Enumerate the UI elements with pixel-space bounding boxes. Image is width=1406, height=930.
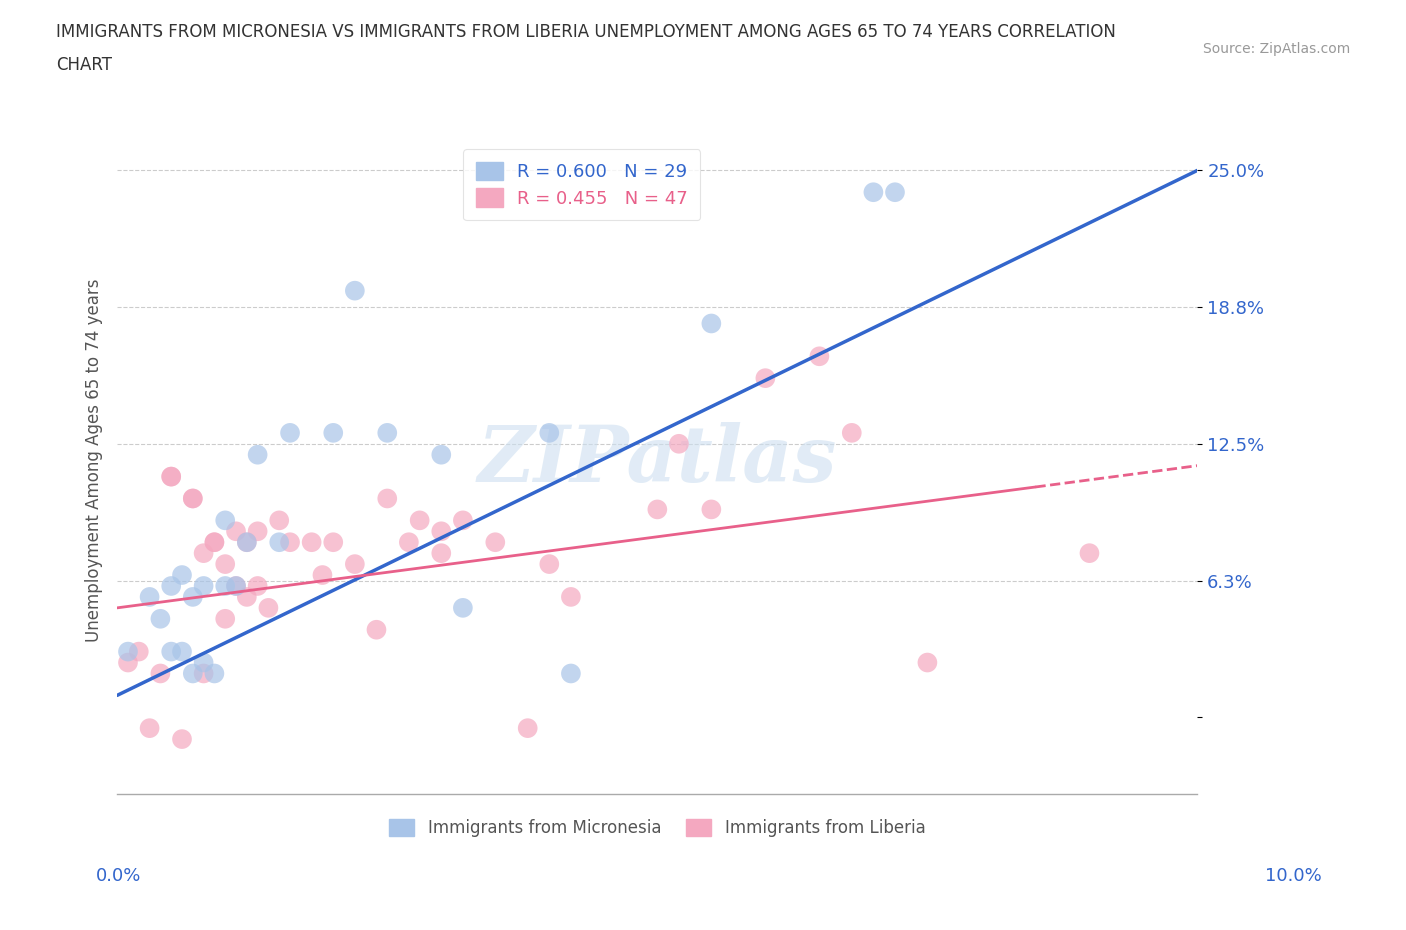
Text: CHART: CHART — [56, 56, 112, 73]
Point — [225, 524, 247, 538]
Point — [193, 666, 215, 681]
Point — [700, 316, 723, 331]
Point — [193, 578, 215, 593]
Point — [451, 513, 474, 528]
Point — [117, 655, 139, 670]
Legend: Immigrants from Micronesia, Immigrants from Liberia: Immigrants from Micronesia, Immigrants f… — [381, 811, 934, 845]
Text: IMMIGRANTS FROM MICRONESIA VS IMMIGRANTS FROM LIBERIA UNEMPLOYMENT AMONG AGES 65: IMMIGRANTS FROM MICRONESIA VS IMMIGRANTS… — [56, 23, 1116, 41]
Point — [236, 535, 259, 550]
Point — [451, 601, 474, 616]
Point — [170, 567, 193, 582]
Point — [225, 578, 247, 593]
Point — [343, 284, 366, 299]
Point — [170, 732, 193, 747]
Point — [375, 425, 398, 440]
Point — [917, 655, 939, 670]
Point — [170, 644, 193, 659]
Text: Source: ZipAtlas.com: Source: ZipAtlas.com — [1202, 42, 1350, 56]
Point — [366, 622, 388, 637]
Point — [181, 666, 204, 681]
Point — [269, 535, 291, 550]
Y-axis label: Unemployment Among Ages 65 to 74 years: Unemployment Among Ages 65 to 74 years — [86, 278, 103, 642]
Point — [204, 535, 226, 550]
Point — [149, 611, 172, 626]
Point — [236, 590, 259, 604]
Point — [149, 666, 172, 681]
Point — [269, 513, 291, 528]
Point — [375, 491, 398, 506]
Point — [214, 578, 236, 593]
Point — [647, 502, 669, 517]
Point — [343, 557, 366, 572]
Point — [117, 644, 139, 659]
Point — [160, 644, 183, 659]
Point — [128, 644, 150, 659]
Point — [408, 513, 430, 528]
Point — [322, 425, 344, 440]
Text: 0.0%: 0.0% — [96, 867, 141, 885]
Point — [160, 469, 183, 484]
Point — [560, 666, 582, 681]
Point — [322, 535, 344, 550]
Point — [204, 666, 226, 681]
Point — [246, 447, 269, 462]
Point — [668, 436, 690, 451]
Point — [278, 425, 301, 440]
Point — [278, 535, 301, 550]
Point — [430, 524, 453, 538]
Point — [700, 502, 723, 517]
Point — [181, 491, 204, 506]
Point — [181, 590, 204, 604]
Point — [214, 611, 236, 626]
Point — [246, 578, 269, 593]
Point — [236, 535, 259, 550]
Point — [841, 425, 863, 440]
Point — [484, 535, 506, 550]
Point — [538, 425, 561, 440]
Text: 10.0%: 10.0% — [1265, 867, 1322, 885]
Point — [808, 349, 831, 364]
Point — [862, 185, 884, 200]
Point — [193, 655, 215, 670]
Point — [538, 557, 561, 572]
Point — [246, 524, 269, 538]
Point — [138, 590, 160, 604]
Point — [1078, 546, 1101, 561]
Point — [214, 513, 236, 528]
Point — [311, 567, 333, 582]
Point — [181, 491, 204, 506]
Point — [225, 578, 247, 593]
Point — [301, 535, 323, 550]
Point — [398, 535, 420, 550]
Point — [430, 546, 453, 561]
Point — [257, 601, 280, 616]
Point — [754, 371, 776, 386]
Point — [193, 546, 215, 561]
Point — [884, 185, 907, 200]
Point — [204, 535, 226, 550]
Point — [160, 469, 183, 484]
Point — [560, 590, 582, 604]
Point — [138, 721, 160, 736]
Text: ZIPatlas: ZIPatlas — [478, 422, 837, 498]
Point — [516, 721, 538, 736]
Point — [214, 557, 236, 572]
Point — [160, 578, 183, 593]
Point — [430, 447, 453, 462]
